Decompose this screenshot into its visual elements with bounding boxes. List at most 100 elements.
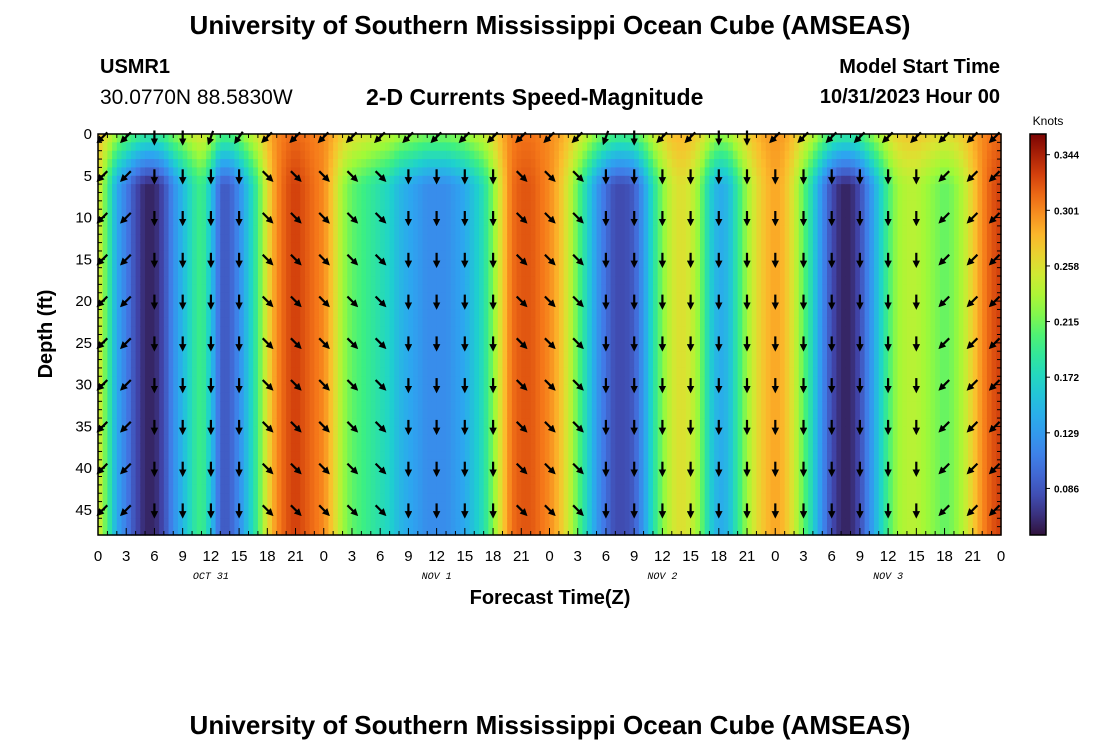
heatmap-cell [220,392,226,402]
heatmap-cell [314,175,320,185]
heatmap-cell [328,401,334,411]
heatmap-cell [469,476,475,486]
heatmap-cell [149,184,156,194]
heatmap-cell [182,284,188,294]
heatmap-cell [290,159,297,169]
heatmap-cell [342,200,348,210]
heatmap-cell [394,509,400,519]
heatmap-cell [554,426,560,436]
heatmap-cell [582,225,588,235]
heatmap-cell [262,167,268,177]
heatmap-cell [455,459,461,469]
heatmap-cell [286,192,292,202]
heatmap-cell [384,326,391,336]
heatmap-cell [478,200,485,210]
heatmap-cell [544,484,551,494]
heatmap-cell [257,367,264,377]
heatmap-cell [417,209,424,219]
heatmap-cell [333,359,339,369]
heatmap-cell [427,493,433,503]
heatmap-cell [516,276,522,285]
heatmap-cell [98,409,104,419]
heatmap-cell [159,284,165,294]
heatmap-cell [328,518,334,528]
heatmap-cell [384,209,391,219]
heatmap-cell [337,384,344,394]
heatmap-cell [478,451,485,461]
heatmap-cell [478,276,485,285]
heatmap-cell [455,159,461,169]
heatmap-cell [441,468,447,478]
heatmap-cell [135,217,141,227]
heatmap-cell [262,301,268,311]
heatmap-cell [210,150,217,160]
heatmap-cell [507,501,513,511]
heatmap-cell [281,242,287,252]
heatmap-cell [210,459,217,469]
heatmap-cell [351,159,358,169]
heatmap-cell [121,150,127,160]
heatmap-cell [239,326,245,336]
heatmap-cell [182,267,188,277]
heatmap-cell [530,476,536,486]
heatmap-cell [384,342,391,352]
heatmap-cell [483,175,489,185]
heatmap-cell [272,259,278,269]
heatmap-cell [493,309,499,319]
heatmap-cell [224,234,231,244]
heatmap-cell [361,175,367,185]
heatmap-cell [187,359,193,369]
heatmap-cell [323,367,330,377]
heatmap-cell [417,326,424,336]
heatmap-cell [422,526,428,536]
heatmap-cell [192,167,198,177]
heatmap-cell [370,526,377,536]
heatmap-cell [107,234,113,244]
heatmap-cell [234,401,240,411]
heatmap-cell [102,426,108,436]
heatmap-cell [295,493,301,503]
heatmap-cell [116,443,123,453]
heatmap-cell [483,326,489,336]
heatmap-cell [431,209,438,219]
heatmap-cell [145,242,151,252]
heatmap-cell [554,476,560,486]
heatmap-cell [145,159,151,169]
heatmap-cell [210,292,217,302]
heatmap-cell [145,301,151,311]
heatmap-cell [403,276,409,285]
heatmap-cell [582,217,588,227]
heatmap-cell [192,217,198,227]
heatmap-cell [149,276,156,285]
heatmap-cell [540,468,546,478]
heatmap-cell [530,334,536,344]
heatmap-cell [441,276,447,285]
heatmap-cell [535,401,541,411]
heatmap-cell [281,259,287,269]
heatmap-cell [370,150,377,160]
heatmap-cell [107,167,113,177]
heatmap-cell [417,150,424,160]
heatmap-cell [257,468,264,478]
heatmap-cell [525,418,532,427]
heatmap-cell [140,376,146,386]
heatmap-cell [342,392,348,402]
heatmap-cell [573,209,579,219]
heatmap-cell [215,459,221,469]
heatmap-cell [408,459,414,469]
heatmap-cell [159,451,165,461]
heatmap-cell [149,309,156,319]
heatmap-cell [544,493,551,503]
heatmap-cell [182,309,188,319]
heatmap-cell [173,476,179,486]
heatmap-cell [516,476,522,486]
heatmap-cell [474,142,480,152]
heatmap-cell [300,384,306,394]
heatmap-cell [436,526,442,536]
heatmap-cell [314,359,320,369]
heatmap-cell [196,401,203,411]
heatmap-cell [102,276,108,285]
heatmap-cell [394,167,400,177]
heatmap-cell [239,334,245,344]
heatmap-cell [140,484,146,494]
